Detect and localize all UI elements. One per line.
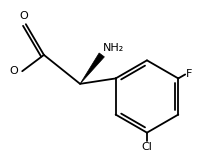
- Text: NH₂: NH₂: [103, 43, 124, 53]
- Polygon shape: [80, 53, 104, 84]
- Text: O: O: [20, 11, 28, 21]
- Text: O: O: [9, 66, 18, 76]
- Text: Cl: Cl: [141, 142, 152, 152]
- Text: F: F: [186, 69, 193, 79]
